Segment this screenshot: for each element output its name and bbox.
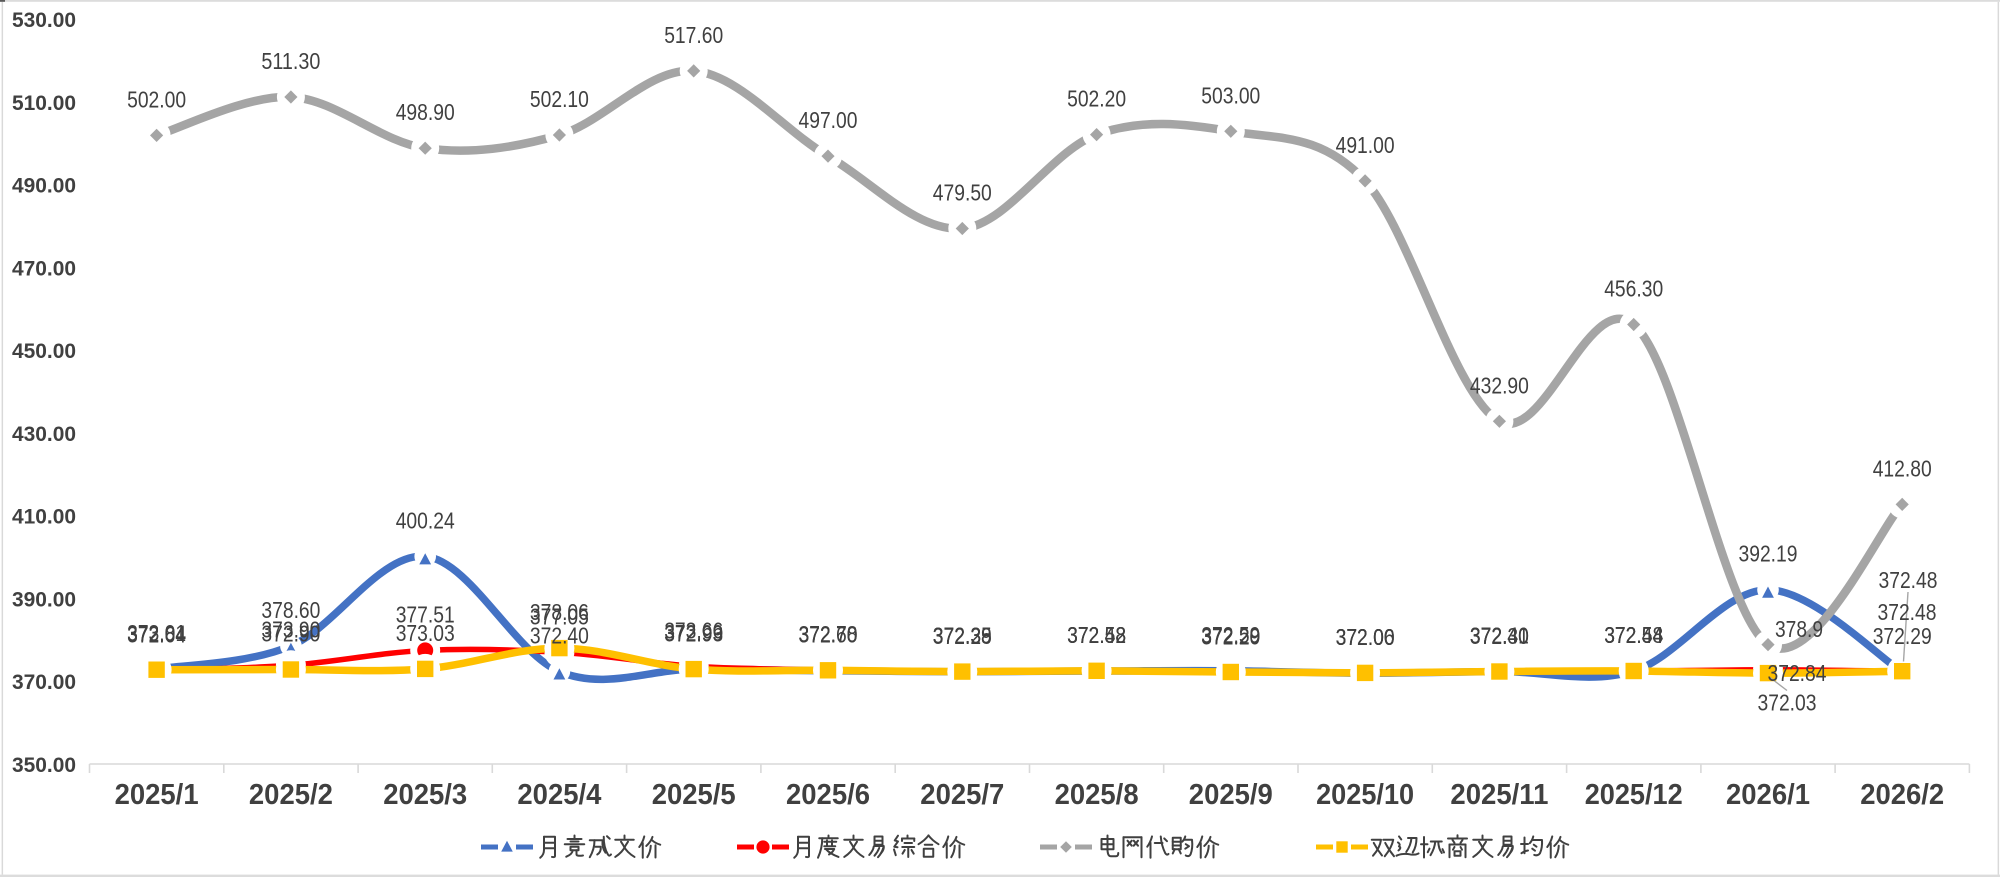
svg-text:2025/12: 2025/12 — [1585, 779, 1683, 811]
svg-text:370.00: 370.00 — [12, 671, 76, 694]
svg-text:372.99: 372.99 — [664, 620, 723, 646]
svg-text:372.40: 372.40 — [530, 623, 589, 649]
svg-text:372.84: 372.84 — [1768, 660, 1827, 686]
svg-text:372.78: 372.78 — [799, 621, 858, 647]
svg-text:372.29: 372.29 — [1201, 623, 1260, 649]
svg-text:2025/11: 2025/11 — [1450, 779, 1548, 811]
svg-text:372.20: 372.20 — [1201, 623, 1260, 649]
svg-text:400.24: 400.24 — [396, 507, 455, 533]
svg-text:502.10: 502.10 — [530, 86, 589, 112]
svg-text:372.29: 372.29 — [1873, 623, 1932, 649]
svg-text:390.00: 390.00 — [12, 588, 76, 611]
svg-text:372.48: 372.48 — [1067, 622, 1126, 648]
svg-text:503.00: 503.00 — [1201, 82, 1260, 108]
svg-text:430.00: 430.00 — [12, 423, 76, 446]
svg-text:350.00: 350.00 — [12, 754, 76, 777]
svg-text:372.60: 372.60 — [799, 622, 858, 648]
svg-text:372.00: 372.00 — [1336, 624, 1395, 650]
svg-text:372.40: 372.40 — [1470, 623, 1529, 649]
svg-text:372.00: 372.00 — [1336, 624, 1395, 650]
svg-text:372.35: 372.35 — [933, 623, 992, 649]
svg-text:502.20: 502.20 — [1067, 86, 1126, 112]
svg-text:373.90: 373.90 — [261, 616, 320, 642]
svg-text:456.30: 456.30 — [1604, 276, 1663, 302]
svg-text:412.80: 412.80 — [1873, 455, 1932, 481]
svg-text:372.59: 372.59 — [1201, 622, 1260, 648]
svg-text:372.06: 372.06 — [1336, 624, 1395, 650]
svg-text:530.00: 530.00 — [12, 9, 76, 32]
svg-text:372.70: 372.70 — [799, 621, 858, 647]
svg-text:378.06: 378.06 — [530, 599, 589, 625]
svg-text:2025/8: 2025/8 — [1055, 779, 1139, 811]
svg-text:373.01: 373.01 — [127, 620, 186, 646]
svg-text:2025/7: 2025/7 — [920, 779, 1004, 811]
svg-text:372.84: 372.84 — [127, 621, 186, 647]
svg-text:432.90: 432.90 — [1470, 372, 1529, 398]
svg-text:372.48: 372.48 — [1878, 599, 1937, 625]
svg-text:2025/6: 2025/6 — [786, 779, 870, 811]
svg-text:497.00: 497.00 — [799, 107, 858, 133]
svg-text:372.64: 372.64 — [127, 622, 186, 648]
svg-text:2025/9: 2025/9 — [1189, 779, 1273, 811]
svg-text:491.00: 491.00 — [1336, 132, 1395, 158]
svg-text:498.90: 498.90 — [396, 99, 455, 125]
svg-text:377.05: 377.05 — [530, 603, 589, 629]
svg-text:373.66: 373.66 — [664, 617, 723, 643]
svg-text:2026/1: 2026/1 — [1726, 779, 1810, 811]
svg-text:490.00: 490.00 — [12, 175, 76, 198]
svg-text:372.54: 372.54 — [1604, 622, 1663, 648]
svg-text:2025/10: 2025/10 — [1316, 779, 1414, 811]
svg-text:502.00: 502.00 — [127, 86, 186, 112]
svg-text:2025/3: 2025/3 — [383, 779, 467, 811]
svg-text:372.28: 372.28 — [933, 623, 992, 649]
svg-text:372.54: 372.54 — [1604, 622, 1663, 648]
svg-text:2025/1: 2025/1 — [115, 779, 199, 811]
svg-text:372.58: 372.58 — [1067, 622, 1126, 648]
svg-text:372.30: 372.30 — [1470, 623, 1529, 649]
svg-text:410.00: 410.00 — [12, 506, 76, 529]
svg-text:510.00: 510.00 — [12, 92, 76, 115]
svg-text:378.60: 378.60 — [261, 597, 320, 623]
svg-text:372.39: 372.39 — [933, 623, 992, 649]
svg-text:372.93: 372.93 — [664, 620, 723, 646]
svg-text:377.51: 377.51 — [396, 601, 455, 627]
svg-text:470.00: 470.00 — [12, 257, 76, 280]
svg-text:2026/2: 2026/2 — [1860, 779, 1944, 811]
svg-text:372.41: 372.41 — [1470, 623, 1529, 649]
svg-text:372.90: 372.90 — [261, 621, 320, 647]
svg-text:450.00: 450.00 — [12, 340, 76, 363]
svg-text:373.03: 373.03 — [396, 620, 455, 646]
svg-text:372.52: 372.52 — [1067, 622, 1126, 648]
svg-text:2025/5: 2025/5 — [652, 779, 736, 811]
svg-text:2025/2: 2025/2 — [249, 779, 333, 811]
svg-text:372.48: 372.48 — [1604, 622, 1663, 648]
svg-text:372.48: 372.48 — [1879, 567, 1938, 593]
svg-text:2025/4: 2025/4 — [517, 779, 601, 811]
svg-text:511.30: 511.30 — [261, 48, 320, 74]
svg-text:392.19: 392.19 — [1739, 541, 1798, 567]
svg-text:378.9: 378.9 — [1775, 616, 1823, 642]
svg-text:517.60: 517.60 — [664, 22, 723, 48]
svg-text:372.03: 372.03 — [1758, 689, 1817, 715]
svg-text:479.50: 479.50 — [933, 180, 992, 206]
